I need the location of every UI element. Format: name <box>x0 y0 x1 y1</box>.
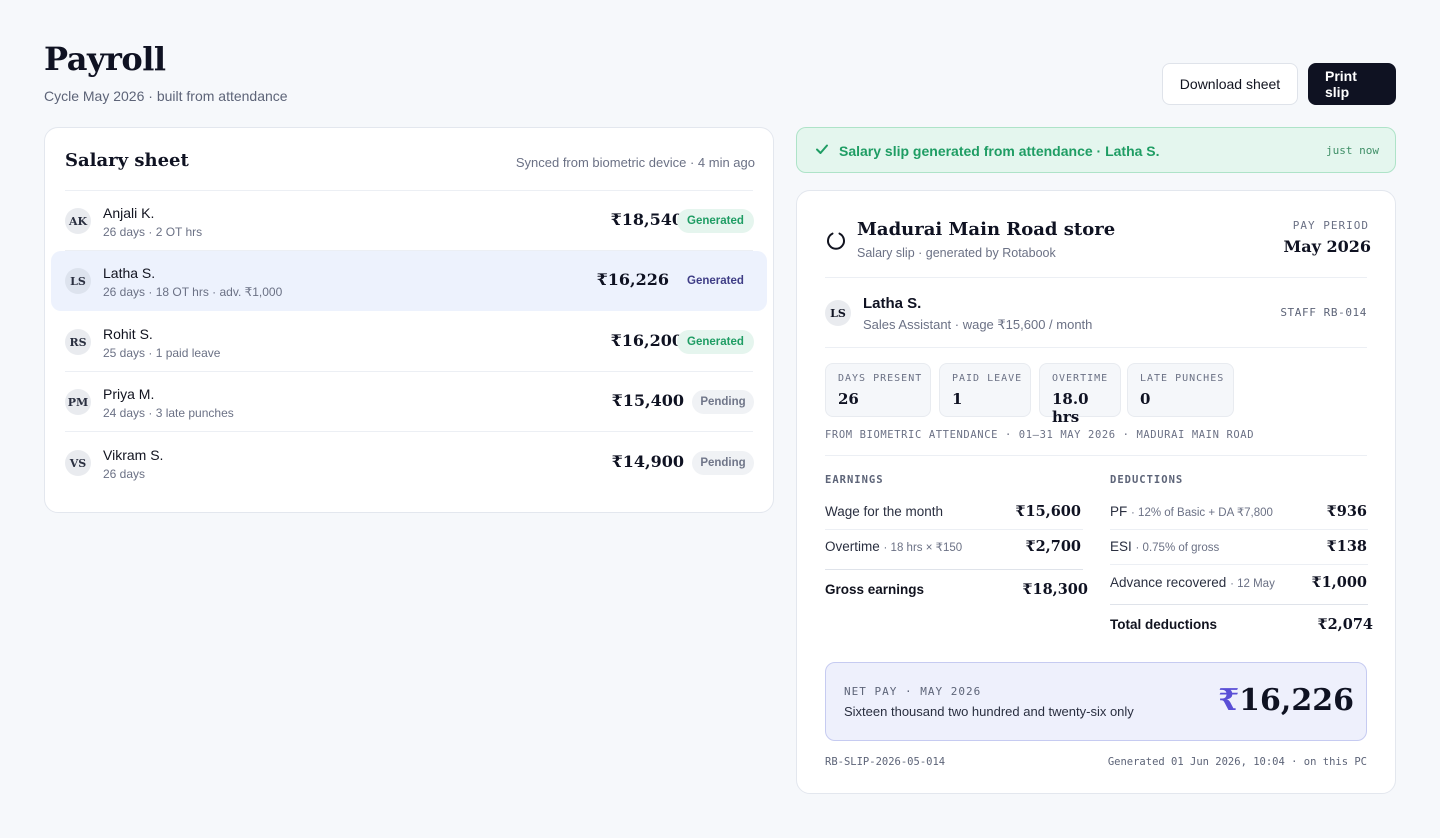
table-row[interactable]: VS Vikram S. 26 days ₹14,900 Pending <box>51 433 767 493</box>
employee-name: Vikram S. <box>103 447 164 463</box>
table-row[interactable]: RS Rohit S. 25 days · 1 paid leave ₹16,2… <box>51 312 767 372</box>
stat-days-present: DAYS PRESENT 26 <box>825 363 931 417</box>
download-sheet-button[interactable]: Download sheet <box>1162 63 1298 105</box>
check-icon <box>815 142 829 161</box>
avatar: LS <box>65 268 91 294</box>
salary-amount: ₹16,226 <box>596 270 669 289</box>
status-badge: Pending <box>692 451 754 475</box>
page-subtitle: Cycle May 2026 · built from attendance <box>44 88 288 104</box>
employee-meta: 26 days · 2 OT hrs <box>103 225 203 239</box>
total-deductions-label: Total deductions <box>1110 617 1217 632</box>
stat-paid-leave: PAID LEAVE 1 <box>939 363 1031 417</box>
deduction-line-label: ESI · 0.75% of gross <box>1110 539 1220 554</box>
attendance-source: FROM BIOMETRIC ATTENDANCE · 01–31 MAY 20… <box>825 429 1255 441</box>
staff-id: STAFF RB-014 <box>1280 306 1367 319</box>
deduction-line-label: Advance recovered · 12 May <box>1110 575 1275 590</box>
employee-name: Rohit S. <box>103 326 153 342</box>
stat-overtime: OVERTIME 18.0 hrs <box>1039 363 1121 426</box>
table-row[interactable]: PM Priya M. 24 days · 3 late punches ₹15… <box>51 372 767 432</box>
divider <box>65 190 753 191</box>
net-pay-label: NET PAY · MAY 2026 <box>844 685 982 698</box>
deduction-line-label: PF · 12% of Basic + DA ₹7,800 <box>1110 504 1273 519</box>
status-badge: Pending <box>692 390 754 414</box>
avatar: RS <box>65 329 91 355</box>
gross-earnings-label: Gross earnings <box>825 582 925 597</box>
employee-name: Latha S. <box>103 265 156 281</box>
table-row[interactable]: AK Anjali K. 26 days · 2 OT hrs ₹18,540 … <box>51 191 767 251</box>
employee-name: Priya M. <box>103 386 155 402</box>
deduction-line-amount: ₹138 <box>1326 538 1367 555</box>
earning-line-amount: ₹15,600 <box>1015 503 1081 520</box>
deduction-line-amount: ₹936 <box>1326 503 1367 520</box>
pay-period-label: PAY PERIOD <box>1292 219 1369 232</box>
store-name: Madurai Main Road store <box>857 219 1116 240</box>
gross-earnings-amount: ₹18,300 <box>1022 581 1088 598</box>
deduction-line-amount: ₹1,000 <box>1311 574 1368 591</box>
avatar: LS <box>825 300 851 326</box>
salary-amount: ₹18,540 <box>610 210 683 229</box>
employee-meta: 26 days <box>103 467 146 481</box>
status-badge: Generated <box>677 209 754 233</box>
net-pay-words: Sixteen thousand two hundred and twenty-… <box>844 704 1134 719</box>
stat-late-punches: LATE PUNCHES 0 <box>1127 363 1234 417</box>
status-badge: Generated <box>677 330 754 354</box>
earning-line-label: Wage for the month <box>825 504 944 519</box>
earning-line-label: Overtime · 18 hrs × ₹150 <box>825 539 963 554</box>
sync-status: Synced from biometric device · 4 min ago <box>515 155 755 170</box>
avatar: AK <box>65 208 91 234</box>
salary-sheet-card: Salary sheet Synced from biometric devic… <box>44 127 774 513</box>
net-pay-amount: ₹16,226 <box>1218 683 1354 718</box>
salary-amount: ₹16,200 <box>610 331 683 350</box>
employee-meta: 25 days · 1 paid leave <box>103 346 221 360</box>
earnings-heading: EARNINGS <box>825 474 884 486</box>
loading-ring-icon <box>825 229 847 256</box>
generated-timestamp: Generated 01 Jun 2026, 10:04 · on this P… <box>1107 756 1367 768</box>
pay-period-value: May 2026 <box>1283 237 1371 256</box>
salary-sheet-title: Salary sheet <box>65 150 189 171</box>
total-deductions-amount: ₹2,074 <box>1317 616 1374 633</box>
print-slip-button[interactable]: Print slip <box>1308 63 1396 105</box>
divider <box>825 455 1367 456</box>
avatar: VS <box>65 450 91 476</box>
success-toast: Salary slip generated from attendance · … <box>796 127 1396 173</box>
net-pay-panel: NET PAY · MAY 2026 Sixteen thousand two … <box>825 662 1367 741</box>
page-title: Payroll <box>44 40 166 78</box>
divider <box>825 277 1367 278</box>
toast-message: Salary slip generated from attendance · … <box>839 143 1160 159</box>
employee-meta: 26 days · 18 OT hrs · adv. ₹1,000 <box>103 285 283 299</box>
salary-amount: ₹15,400 <box>611 391 684 410</box>
employee-name: Anjali K. <box>103 205 155 221</box>
table-row-selected[interactable]: LS Latha S. 26 days · 18 OT hrs · adv. ₹… <box>51 251 767 311</box>
earning-line-amount: ₹2,700 <box>1025 538 1082 555</box>
toast-time: just now <box>1326 144 1379 157</box>
salary-slip-card: Madurai Main Road store Salary slip · ge… <box>796 190 1396 794</box>
deductions-heading: DEDUCTIONS <box>1110 474 1184 486</box>
status-badge: Generated <box>687 275 744 287</box>
employee-name: Latha S. <box>863 295 922 312</box>
store-subtitle: Salary slip · generated by Rotabook <box>857 246 1056 260</box>
employee-role: Sales Assistant · wage ₹15,600 / month <box>863 317 1093 332</box>
divider <box>825 347 1367 348</box>
employee-meta: 24 days · 3 late punches <box>103 406 234 420</box>
slip-id: RB-SLIP-2026-05-014 <box>825 756 946 768</box>
salary-amount: ₹14,900 <box>611 452 684 471</box>
avatar: PM <box>65 389 91 415</box>
